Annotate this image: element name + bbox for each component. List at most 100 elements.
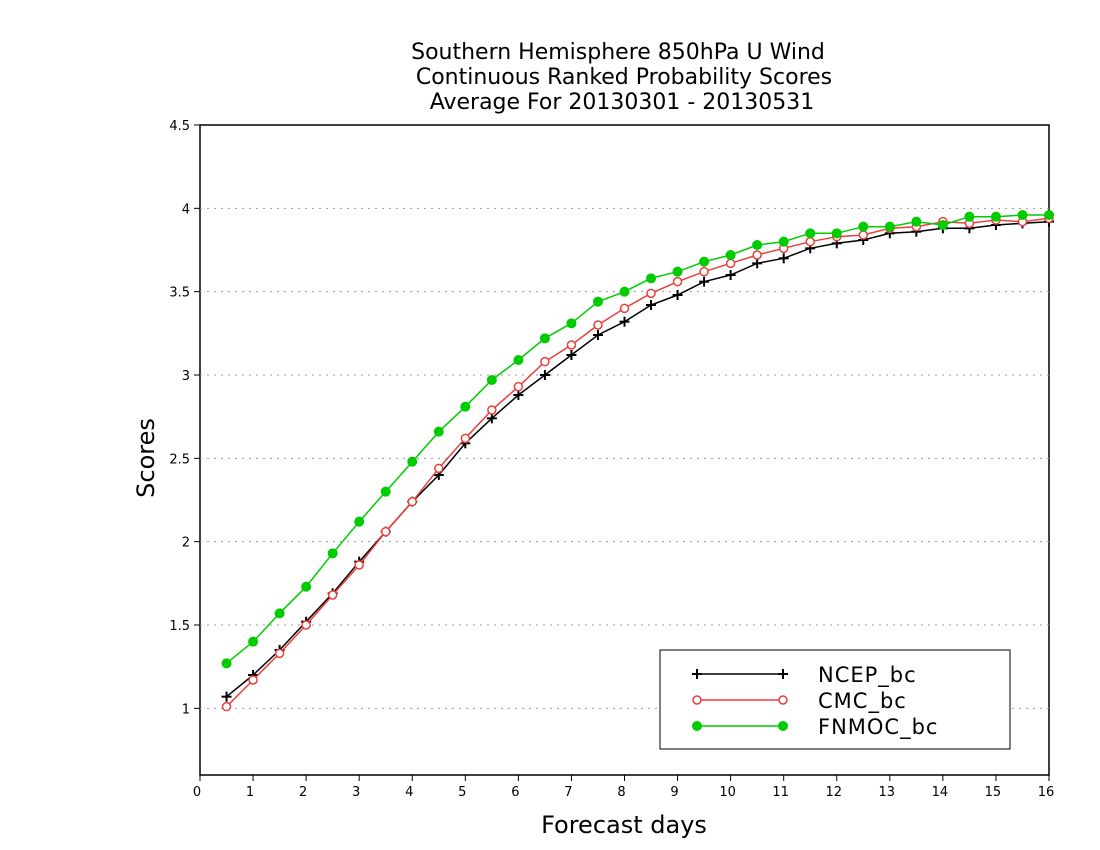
series-FNMOC_bc (221, 210, 1054, 669)
series-line-FNMOC_bc (226, 214, 1049, 664)
y-axis: 1 1.5 2 2.5 3 3.5 4 4.5 (169, 119, 200, 717)
data-point-FNMOC_bc (460, 401, 471, 412)
data-point-CMC_bc (354, 560, 364, 570)
data-point-CMC_bc (646, 288, 656, 299)
data-point-CMC_bc (725, 258, 736, 269)
y-tick-label: 2 (182, 536, 190, 551)
data-point-FNMOC_bc (407, 456, 418, 467)
legend-marker (778, 721, 788, 731)
data-point-FNMOC_bc (911, 216, 922, 227)
chart-title-line-3: Average For 20130301 - 20130531 (430, 90, 815, 115)
x-tick-label: 6 (511, 785, 519, 800)
data-point-NCEP_bc (699, 276, 710, 287)
legend-marker (778, 695, 788, 705)
data-point-NCEP_bc (778, 253, 789, 264)
data-point-CMC_bc (540, 356, 550, 367)
data-point-CMC_bc (566, 340, 577, 350)
data-point-FNMOC_bc (301, 581, 312, 592)
data-point-CMC_bc (805, 236, 815, 247)
x-tick-label: 14 (932, 785, 949, 800)
x-tick-label: 11 (772, 785, 789, 800)
data-point-FNMOC_bc (964, 211, 975, 222)
data-point-NCEP_bc (672, 290, 683, 300)
y-tick-label: 3 (182, 369, 190, 384)
series-group (221, 210, 1054, 712)
legend-entry-CMC_bc: CMC_bc (692, 689, 907, 714)
data-point-FNMOC_bc (354, 516, 365, 527)
data-point-FNMOC_bc (1044, 210, 1054, 220)
data-point-FNMOC_bc (327, 548, 338, 559)
x-tick-label: 9 (670, 785, 678, 800)
x-tick-label: 2 (299, 785, 307, 800)
data-point-CMC_bc (221, 701, 232, 712)
x-tick-label: 4 (405, 785, 413, 800)
legend-marker (778, 669, 788, 679)
x-tick-label: 1 (246, 785, 254, 800)
series-NCEP_bc (221, 216, 1054, 702)
data-point-CMC_bc (699, 266, 709, 277)
x-tick-label: 0 (193, 785, 201, 800)
gridlines (200, 207, 1049, 709)
data-point-CMC_bc (593, 320, 603, 330)
data-point-FNMOC_bc (937, 220, 948, 230)
data-point-NCEP_bc (539, 370, 550, 380)
y-axis-title: Scores (132, 418, 160, 498)
data-point-NCEP_bc (619, 316, 630, 327)
legend-label: CMC_bc (818, 689, 907, 714)
legend-label: FNMOC_bc (818, 715, 938, 740)
data-point-FNMOC_bc (221, 658, 232, 669)
data-point-FNMOC_bc (699, 256, 710, 267)
data-point-NCEP_bc (752, 258, 763, 269)
series-CMC_bc (221, 213, 1054, 712)
legend-marker (692, 695, 702, 705)
data-point-FNMOC_bc (778, 236, 789, 247)
x-tick-label: 5 (458, 785, 466, 800)
data-point-NCEP_bc (725, 270, 736, 280)
data-point-FNMOC_bc (1017, 210, 1028, 220)
x-tick-label: 3 (352, 785, 360, 800)
data-point-CMC_bc (619, 303, 630, 314)
data-point-NCEP_bc (592, 330, 603, 340)
x-axis-title: Forecast days (541, 811, 707, 839)
data-point-FNMOC_bc (725, 250, 736, 260)
data-point-FNMOC_bc (831, 228, 842, 239)
data-point-NCEP_bc (221, 691, 232, 702)
data-point-NCEP_bc (513, 390, 524, 400)
data-point-FNMOC_bc (619, 286, 630, 297)
x-tick-label: 8 (617, 785, 625, 800)
data-point-FNMOC_bc (672, 266, 683, 277)
data-point-FNMOC_bc (752, 240, 763, 250)
data-point-FNMOC_bc (858, 221, 869, 232)
data-point-FNMOC_bc (248, 636, 259, 647)
x-tick-label: 13 (879, 785, 896, 800)
data-point-CMC_bc (301, 620, 311, 630)
data-point-FNMOC_bc (274, 608, 285, 619)
x-tick-label: 15 (985, 785, 1002, 800)
chart-title-line-2: Continuous Ranked Probability Scores (416, 65, 832, 90)
data-point-CMC_bc (407, 496, 417, 507)
legend-entry-FNMOC_bc: FNMOC_bc (692, 715, 938, 740)
data-point-CMC_bc (487, 405, 497, 415)
data-point-CMC_bc (327, 590, 338, 600)
data-point-CMC_bc (460, 433, 471, 444)
data-point-CMC_bc (274, 648, 285, 659)
data-point-FNMOC_bc (805, 228, 816, 239)
x-tick-label: 7 (564, 785, 572, 800)
y-tick-label: 3.5 (169, 286, 190, 301)
data-point-FNMOC_bc (539, 333, 550, 344)
x-tick-label: 16 (1038, 785, 1055, 800)
x-tick-label: 12 (825, 785, 842, 800)
data-point-CMC_bc (672, 276, 683, 287)
data-point-NCEP_bc (566, 350, 577, 360)
x-axis: 0 1 2 3 4 5 6 7 8 9 10 11 12 13 14 15 16 (193, 775, 1054, 800)
data-point-FNMOC_bc (566, 318, 577, 329)
series-line-CMC_bc (225, 217, 1050, 708)
data-point-CMC_bc (434, 463, 444, 474)
y-tick-label: 4 (182, 202, 190, 217)
y-tick-label: 1 (182, 702, 190, 717)
data-point-FNMOC_bc (646, 273, 657, 284)
legend-marker (692, 669, 702, 679)
data-point-NCEP_bc (646, 300, 657, 310)
y-tick-label: 4.5 (169, 119, 190, 134)
